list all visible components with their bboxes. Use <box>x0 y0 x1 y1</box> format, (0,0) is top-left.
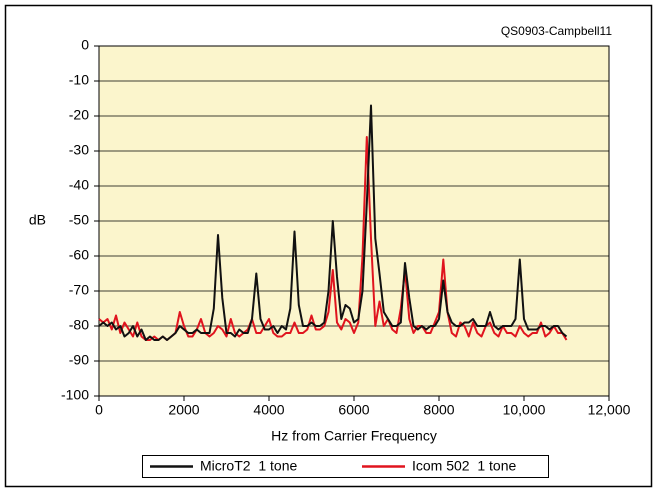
x-tick-label: 12,000 <box>588 402 631 418</box>
y-tick-label: -50 <box>69 212 89 228</box>
y-tick-label: -10 <box>69 72 89 88</box>
y-tick-label: -60 <box>69 247 89 263</box>
x-tick-label: 4000 <box>253 402 284 418</box>
y-tick-label: -100 <box>61 387 89 403</box>
y-tick-label: -70 <box>69 282 89 298</box>
y-tick-label: -90 <box>69 352 89 368</box>
x-tick-label: 2000 <box>168 402 199 418</box>
y-tick-label: -30 <box>69 142 89 158</box>
x-tick-label: 6000 <box>338 402 369 418</box>
legend <box>142 455 549 478</box>
x-tick-label: 0 <box>95 402 103 418</box>
x-tick-label: 10,000 <box>503 402 546 418</box>
x-tick-label: 8000 <box>423 402 454 418</box>
legend-label: Icom 502 1 tone <box>412 458 517 474</box>
series-line <box>98 136 568 341</box>
y-axis-label: dB <box>29 212 46 228</box>
y-tick-label: 0 <box>81 37 89 53</box>
y-tick-label: -40 <box>69 177 89 193</box>
legend-label: MicroT2 1 tone <box>200 458 297 474</box>
series-line <box>98 104 568 341</box>
y-tick-label: -80 <box>69 317 89 333</box>
x-axis-label: Hz from Carrier Frequency <box>271 428 437 444</box>
annotation: QS0903-Campbell11 <box>501 24 613 38</box>
y-tick-label: -20 <box>69 107 89 123</box>
